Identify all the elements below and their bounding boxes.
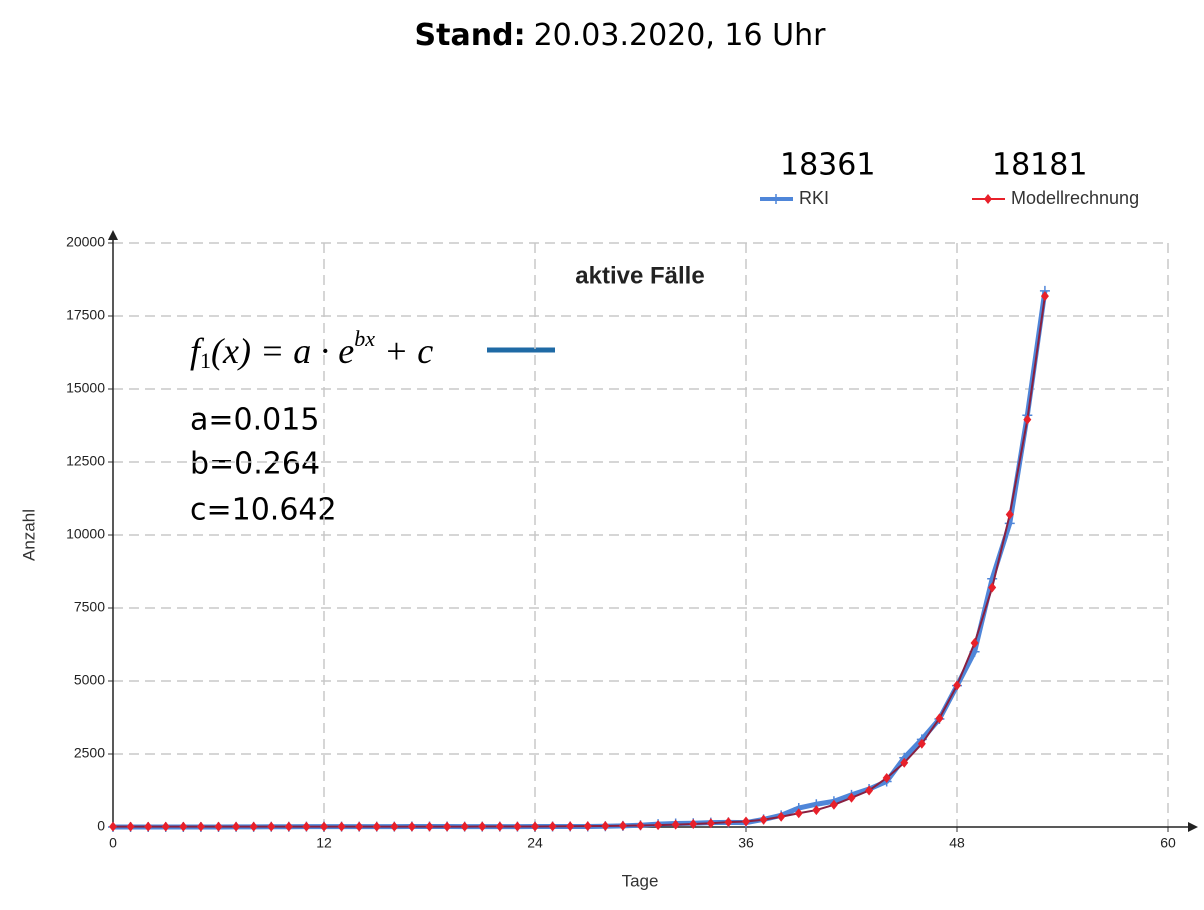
marker [987,573,998,584]
marker [970,638,979,649]
legend-label: RKI [799,188,829,208]
y-tick-label: 12500 [66,453,105,469]
parameter: a=0.015 [190,403,319,438]
marker [917,738,926,749]
legend-marker [984,194,992,204]
x-tick-label: 48 [949,835,965,851]
y-tick-label: 0 [97,818,105,834]
y-axis-arrow [108,230,118,240]
marker [1005,509,1014,520]
y-tick-label: 15000 [66,380,105,396]
parameter: c=10.642 [190,493,337,528]
marker [460,821,469,832]
legend-value: 18361 [780,148,875,183]
x-tick-label: 12 [316,835,332,851]
parameter: b=0.264 [190,447,320,482]
marker [443,821,452,832]
marker [284,821,293,832]
chart-title: aktive Fälle [575,262,704,289]
marker [337,821,346,832]
formula-rest: + c [375,331,433,371]
marker [777,811,786,822]
marker [513,821,522,832]
marker [689,819,698,830]
marker [1023,414,1032,425]
marker [1040,291,1049,302]
title-text: 20.03.2020, 16 Uhr [534,18,827,53]
marker [1004,518,1015,529]
marker [706,818,715,829]
marker [161,821,170,832]
marker [495,821,504,832]
formula-sub: 1 [200,348,211,373]
series-line [113,295,1046,828]
legend-marker [771,194,781,204]
marker [478,821,487,832]
marker [232,821,241,832]
title-label: Stand: [415,18,526,53]
marker [302,821,311,832]
marker [407,821,416,832]
marker [144,821,153,832]
marker [900,757,909,768]
marker [988,582,997,593]
page-title: Stand: 20.03.2020, 16 Uhr [415,18,827,53]
marker [531,821,539,832]
marker [214,821,223,832]
marker [935,713,944,724]
legend-label: Modellrechnung [1011,188,1139,208]
marker [249,821,258,832]
y-tick-label: 2500 [74,745,105,761]
marker [372,821,381,832]
marker [355,821,364,832]
formula-body: (x) = a · e [211,331,354,371]
marker [724,817,733,828]
marker [566,821,575,832]
marker [179,821,188,832]
y-tick-label: 20000 [66,234,105,250]
marker [196,821,205,832]
y-tick-label: 5000 [74,672,105,688]
marker [829,799,838,810]
y-tick-label: 10000 [66,526,105,542]
marker [618,820,627,831]
x-tick-label: 24 [527,835,543,851]
marker [583,821,592,832]
x-axis-arrow [1188,822,1198,832]
x-tick-label: 60 [1160,835,1176,851]
marker [425,821,434,832]
x-axis-title: Tage [622,871,659,890]
marker [812,805,821,816]
y-axis-title: Anzahl [19,509,38,561]
marker [865,785,874,796]
formula: f1(x) = a · ebx + c [190,326,433,373]
x-tick-label: 36 [738,835,754,851]
marker [267,821,276,832]
y-tick-label: 7500 [74,599,105,615]
y-tick-label: 17500 [66,307,105,323]
marker [742,816,750,827]
marker [320,821,328,832]
marker [759,814,768,825]
marker [847,792,856,803]
marker [654,820,663,831]
marker [126,821,135,832]
marker [601,820,610,831]
marker [636,820,645,831]
x-tick-label: 0 [109,835,117,851]
legend-value: 18181 [992,148,1087,183]
marker [671,819,680,830]
series-line [113,290,1048,830]
marker [109,821,117,832]
formula-sup: bx [354,326,375,351]
marker [548,821,557,832]
marker [882,772,891,783]
marker [794,808,803,819]
marker [953,680,961,691]
marker [390,821,399,832]
